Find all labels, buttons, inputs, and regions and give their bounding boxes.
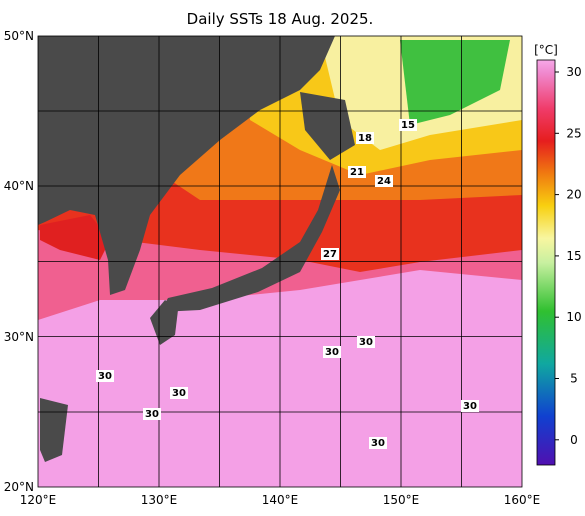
contour-label: 15	[401, 120, 415, 131]
colorbar-scale	[536, 59, 556, 466]
lon-label: 140°E	[262, 493, 299, 507]
contour-label: 21	[350, 167, 364, 178]
lon-label: 130°E	[141, 493, 178, 507]
contour-label: 30	[145, 409, 159, 420]
contour-label: 30	[359, 337, 373, 348]
contour-label: 24	[377, 176, 391, 187]
lon-label: 160°E	[504, 493, 541, 507]
contour-label: 27	[323, 249, 337, 260]
lat-label: 40°N	[4, 179, 34, 193]
map	[37, 35, 523, 488]
contour-label: 30	[172, 388, 186, 399]
contour-label: 30	[98, 371, 112, 382]
lat-label: 30°N	[4, 330, 34, 344]
colorbar: [°C] 30 25 20 15 10 5 0	[534, 43, 582, 466]
contour-labels: 15 18 21 24 27 30 30 30 30 30 30 30	[96, 119, 479, 449]
colorbar-label: 0	[570, 433, 578, 447]
contour-label: 30	[371, 438, 385, 449]
colorbar-unit: [°C]	[534, 43, 558, 57]
colorbar-label: 10	[566, 310, 581, 324]
lon-label: 120°E	[20, 493, 57, 507]
title: Daily SSTs 18 Aug. 2025.	[187, 10, 374, 28]
colorbar-label: 5	[570, 372, 578, 386]
colorbar-label: 30	[566, 65, 581, 79]
lat-label: 20°N	[4, 480, 34, 494]
colorbar-label: 20	[566, 188, 581, 202]
colorbar-label: 15	[566, 249, 581, 263]
lat-label: 50°N	[4, 29, 34, 43]
contour-label: 18	[358, 133, 372, 144]
colorbar-label: 25	[566, 126, 581, 140]
contour-label: 30	[325, 347, 339, 358]
contour-label: 30	[463, 401, 477, 412]
axis-labels: 120°E 130°E 140°E 150°E 160°E 50°N 40°N …	[4, 29, 541, 507]
lon-label: 150°E	[383, 493, 420, 507]
